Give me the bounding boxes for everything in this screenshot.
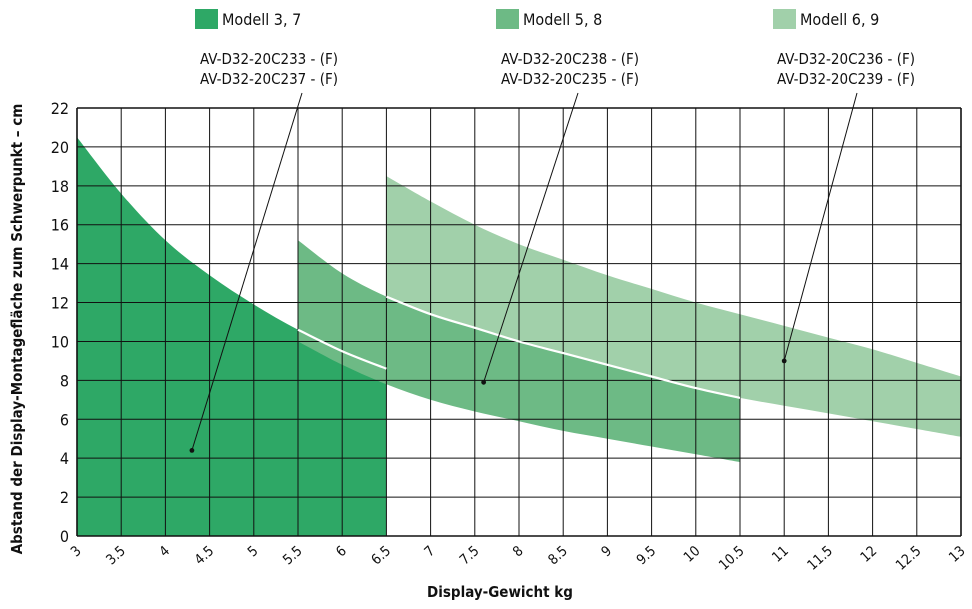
x-tick-label: 3.5 xyxy=(103,543,129,568)
x-tick-label: 11.5 xyxy=(805,543,837,574)
model-label: AV-D32-20C239 - (F) xyxy=(777,70,915,88)
legend-label: Modell 5, 8 xyxy=(523,10,602,29)
grid xyxy=(76,107,962,537)
x-tick-label: 8 xyxy=(510,543,527,560)
y-tick-label: 18 xyxy=(51,177,69,196)
y-tick-label: 16 xyxy=(51,216,69,235)
series-boundary-1 xyxy=(297,328,387,370)
x-tick-label: 9.5 xyxy=(634,543,660,568)
callout-line xyxy=(783,92,858,362)
y-axis-title: Abstand der Display-Montagefläche zum Sc… xyxy=(8,104,26,555)
callouts xyxy=(189,92,858,453)
x-tick-label: 10.5 xyxy=(716,543,748,574)
x-tick-label: 5 xyxy=(245,543,262,560)
y-tick-labels: 0 2 4 6 8 10 12 14 16 18 20 22 xyxy=(51,99,69,546)
x-tick-label: 5.5 xyxy=(280,543,306,568)
callout-dot xyxy=(781,358,787,364)
legend-swatch xyxy=(773,9,796,29)
x-tick-label: 12 xyxy=(858,543,881,566)
callout-dot xyxy=(481,379,487,385)
callout-dot xyxy=(189,448,195,453)
y-tick-label: 4 xyxy=(60,449,69,468)
legend-label: Modell 6, 9 xyxy=(800,10,879,29)
series-boundary-2 xyxy=(385,295,741,399)
x-axis-title: Display-Gewicht kg xyxy=(427,583,573,601)
legend-swatch xyxy=(195,9,218,29)
y-tick-label: 2 xyxy=(60,488,69,507)
x-tick-label: 13 xyxy=(946,543,969,566)
legend-swatch xyxy=(496,9,519,29)
x-tick-label: 11 xyxy=(769,543,792,566)
x-tick-label: 9 xyxy=(598,543,615,560)
x-tick-labels: 3 3.5 4 4.5 5 5.5 6 6.5 7 7.5 8 8.5 9 9.5 10 10.5 11 11.5… xyxy=(68,543,969,574)
x-tick-label: 7 xyxy=(422,543,439,560)
x-tick-label: 7.5 xyxy=(457,543,483,568)
model-label: AV-D32-20C237 - (F) xyxy=(200,70,338,88)
x-tick-label: 6 xyxy=(333,543,350,560)
y-tick-label: 12 xyxy=(51,294,69,313)
model-label: AV-D32-20C233 - (F) xyxy=(200,50,338,68)
y-tick-label: 10 xyxy=(51,332,69,351)
y-tick-label: 6 xyxy=(60,410,69,429)
x-tick-label: 8.5 xyxy=(545,543,571,568)
callout-line xyxy=(191,92,303,451)
series-area-3 xyxy=(386,176,961,437)
callout-line xyxy=(483,92,579,383)
y-tick-label: 8 xyxy=(60,371,69,390)
y-tick-label: 22 xyxy=(51,99,69,118)
x-tick-label: 4.5 xyxy=(192,543,218,568)
legend-label: Modell 3, 7 xyxy=(222,10,301,29)
legend: Modell 3, 7 AV-D32-20C233 - (F) AV-D32-20C… xyxy=(195,9,915,88)
model-label: AV-D32-20C238 - (F) xyxy=(501,50,639,68)
x-tick-label: 3 xyxy=(68,543,85,560)
y-tick-label: 0 xyxy=(60,527,69,546)
model-label: AV-D32-20C235 - (F) xyxy=(501,70,639,88)
x-tick-label: 10 xyxy=(681,543,704,566)
y-tick-label: 14 xyxy=(51,255,69,274)
series-area-1 xyxy=(77,137,387,536)
x-tick-label: 6.5 xyxy=(368,543,394,568)
y-tick-label: 20 xyxy=(51,138,69,157)
x-tick-label: 4 xyxy=(156,543,173,560)
x-tick-label: 12.5 xyxy=(893,543,925,574)
model-label: AV-D32-20C236 - (F) xyxy=(777,50,915,68)
series-boundaries xyxy=(297,295,741,399)
